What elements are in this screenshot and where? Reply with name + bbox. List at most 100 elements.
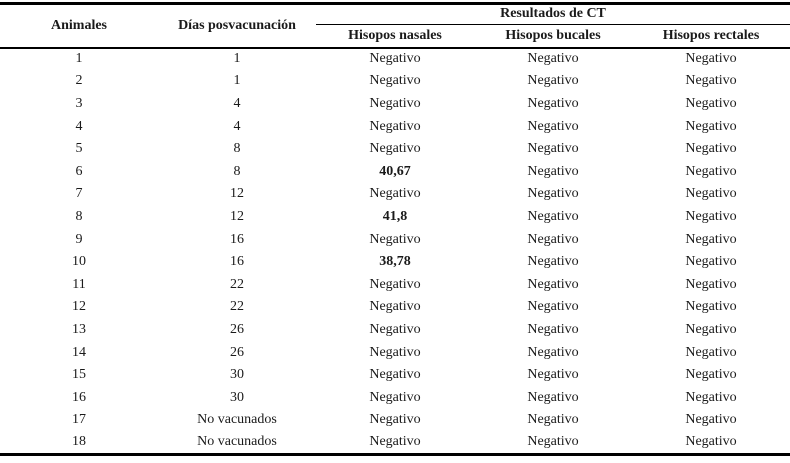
table-row: 15 30 Negativo Negativo Negativo bbox=[0, 364, 790, 387]
buccal-swab-result-cell: Negativo bbox=[527, 73, 579, 89]
table-row: 6 8 40,67 Negativo Negativo bbox=[0, 160, 790, 183]
days-post-vaccination-cell: No vacunados bbox=[197, 434, 277, 450]
table-row: 12 22 Negativo Negativo Negativo bbox=[0, 296, 790, 319]
animal-id-cell: 5 bbox=[75, 141, 83, 157]
days-post-vaccination-cell: 8 bbox=[233, 163, 241, 179]
table-row: 13 26 Negativo Negativo Negativo bbox=[0, 319, 790, 342]
buccal-swab-result-cell: Negativo bbox=[527, 344, 579, 360]
days-post-vaccination-cell: 30 bbox=[230, 367, 244, 383]
nasal-swab-result-cell: Negativo bbox=[369, 344, 421, 360]
days-post-vaccination-cell: 16 bbox=[230, 254, 244, 270]
buccal-swab-result-cell: Negativo bbox=[527, 321, 579, 337]
table-row: 18 No vacunados Negativo Negativo Negativo bbox=[0, 432, 790, 455]
buccal-swab-result-cell: Negativo bbox=[527, 141, 579, 157]
animal-id-cell: 14 bbox=[72, 344, 86, 360]
days-post-vaccination-cell: 4 bbox=[233, 118, 241, 134]
animal-id-cell: 2 bbox=[75, 73, 83, 89]
animal-id-cell: 18 bbox=[72, 434, 86, 450]
nasal-swab-result-cell: Negativo bbox=[369, 276, 421, 292]
animal-id-cell: 9 bbox=[75, 231, 83, 247]
days-post-vaccination-cell: 26 bbox=[230, 321, 244, 337]
buccal-swab-result-cell: Negativo bbox=[527, 51, 579, 67]
table-body: 1 1 Negativo Negativo Negativo 2 1 Negativo Nega… bbox=[0, 48, 790, 455]
buccal-swab-result-cell: Negativo bbox=[527, 163, 579, 179]
animal-id-cell: 10 bbox=[72, 254, 86, 270]
nasal-swab-result-cell: 38,78 bbox=[379, 254, 411, 270]
rectal-swab-result-cell: Negativo bbox=[685, 118, 737, 134]
animal-id-cell: 7 bbox=[75, 186, 83, 202]
table-row: 16 30 Negativo Negativo Negativo bbox=[0, 386, 790, 409]
col-header-hisopos-bucales: Hisopos bucales bbox=[505, 27, 601, 43]
rectal-swab-result-cell: Negativo bbox=[685, 95, 737, 111]
rectal-swab-result-cell: Negativo bbox=[685, 254, 737, 270]
col-header-hisopos-nasales: Hisopos nasales bbox=[348, 27, 442, 43]
rectal-swab-result-cell: Negativo bbox=[685, 51, 737, 67]
col-header-animales: Animales bbox=[51, 17, 107, 33]
days-post-vaccination-cell: 22 bbox=[230, 276, 244, 292]
animal-id-cell: 17 bbox=[72, 412, 86, 428]
buccal-swab-result-cell: Negativo bbox=[527, 118, 579, 134]
col-header-resultados-ct: Resultados de CT bbox=[316, 3, 790, 25]
days-post-vaccination-cell: 8 bbox=[233, 141, 241, 157]
nasal-swab-result-cell: Negativo bbox=[369, 367, 421, 383]
nasal-swab-result-cell: Negativo bbox=[369, 389, 421, 405]
animal-id-cell: 15 bbox=[72, 367, 86, 383]
days-post-vaccination-cell: 1 bbox=[233, 73, 241, 89]
nasal-swab-result-cell: Negativo bbox=[369, 73, 421, 89]
days-post-vaccination-cell: 26 bbox=[230, 344, 244, 360]
buccal-swab-result-cell: Negativo bbox=[527, 254, 579, 270]
table-row: 5 8 Negativo Negativo Negativo bbox=[0, 138, 790, 161]
table-row: 9 16 Negativo Negativo Negativo bbox=[0, 228, 790, 251]
rectal-swab-result-cell: Negativo bbox=[685, 276, 737, 292]
buccal-swab-result-cell: Negativo bbox=[527, 299, 579, 315]
days-post-vaccination-cell: No vacunados bbox=[197, 412, 277, 428]
table-row: 3 4 Negativo Negativo Negativo bbox=[0, 93, 790, 116]
table-row: 1 1 Negativo Negativo Negativo bbox=[0, 48, 790, 71]
animal-id-cell: 13 bbox=[72, 321, 86, 337]
table-row: 7 12 Negativo Negativo Negativo bbox=[0, 183, 790, 206]
buccal-swab-result-cell: Negativo bbox=[527, 276, 579, 292]
nasal-swab-result-cell: 41,8 bbox=[382, 208, 408, 224]
rectal-swab-result-cell: Negativo bbox=[685, 208, 737, 224]
nasal-swab-result-cell: Negativo bbox=[369, 434, 421, 450]
days-post-vaccination-cell: 16 bbox=[230, 231, 244, 247]
rectal-swab-result-cell: Negativo bbox=[685, 434, 737, 450]
rectal-swab-result-cell: Negativo bbox=[685, 321, 737, 337]
buccal-swab-result-cell: Negativo bbox=[527, 367, 579, 383]
animal-id-cell: 3 bbox=[75, 95, 83, 111]
rectal-swab-result-cell: Negativo bbox=[685, 367, 737, 383]
buccal-swab-result-cell: Negativo bbox=[527, 186, 579, 202]
header-row-top: Animales Días posvacunación Resultados d… bbox=[0, 3, 790, 33]
nasal-swab-result-cell: Negativo bbox=[369, 141, 421, 157]
buccal-swab-result-cell: Negativo bbox=[527, 412, 579, 428]
nasal-swab-result-cell: 40,67 bbox=[379, 163, 411, 179]
nasal-swab-result-cell: Negativo bbox=[369, 231, 421, 247]
days-post-vaccination-cell: 1 bbox=[233, 51, 241, 67]
animal-id-cell: 8 bbox=[75, 208, 83, 224]
rectal-swab-result-cell: Negativo bbox=[685, 344, 737, 360]
rectal-swab-result-cell: Negativo bbox=[685, 141, 737, 157]
table-row: 11 22 Negativo Negativo Negativo bbox=[0, 273, 790, 296]
rectal-swab-result-cell: Negativo bbox=[685, 412, 737, 428]
days-post-vaccination-cell: 12 bbox=[230, 208, 244, 224]
nasal-swab-result-cell: Negativo bbox=[369, 51, 421, 67]
rectal-swab-result-cell: Negativo bbox=[685, 231, 737, 247]
table-row: 2 1 Negativo Negativo Negativo bbox=[0, 70, 790, 93]
rectal-swab-result-cell: Negativo bbox=[685, 299, 737, 315]
buccal-swab-result-cell: Negativo bbox=[527, 389, 579, 405]
animal-id-cell: 12 bbox=[72, 299, 86, 315]
col-header-hisopos-rectales: Hisopos rectales bbox=[662, 27, 760, 43]
days-post-vaccination-cell: 22 bbox=[230, 299, 244, 315]
animal-id-cell: 16 bbox=[72, 389, 86, 405]
table-row: 8 12 41,8 Negativo Negativo bbox=[0, 206, 790, 229]
buccal-swab-result-cell: Negativo bbox=[527, 95, 579, 111]
rectal-swab-result-cell: Negativo bbox=[685, 163, 737, 179]
nasal-swab-result-cell: Negativo bbox=[369, 321, 421, 337]
nasal-swab-result-cell: Negativo bbox=[369, 186, 421, 202]
table-row: 10 16 38,78 Negativo Negativo bbox=[0, 251, 790, 274]
buccal-swab-result-cell: Negativo bbox=[527, 434, 579, 450]
nasal-swab-result-cell: Negativo bbox=[369, 118, 421, 134]
days-post-vaccination-cell: 4 bbox=[233, 95, 241, 111]
days-post-vaccination-cell: 12 bbox=[230, 186, 244, 202]
